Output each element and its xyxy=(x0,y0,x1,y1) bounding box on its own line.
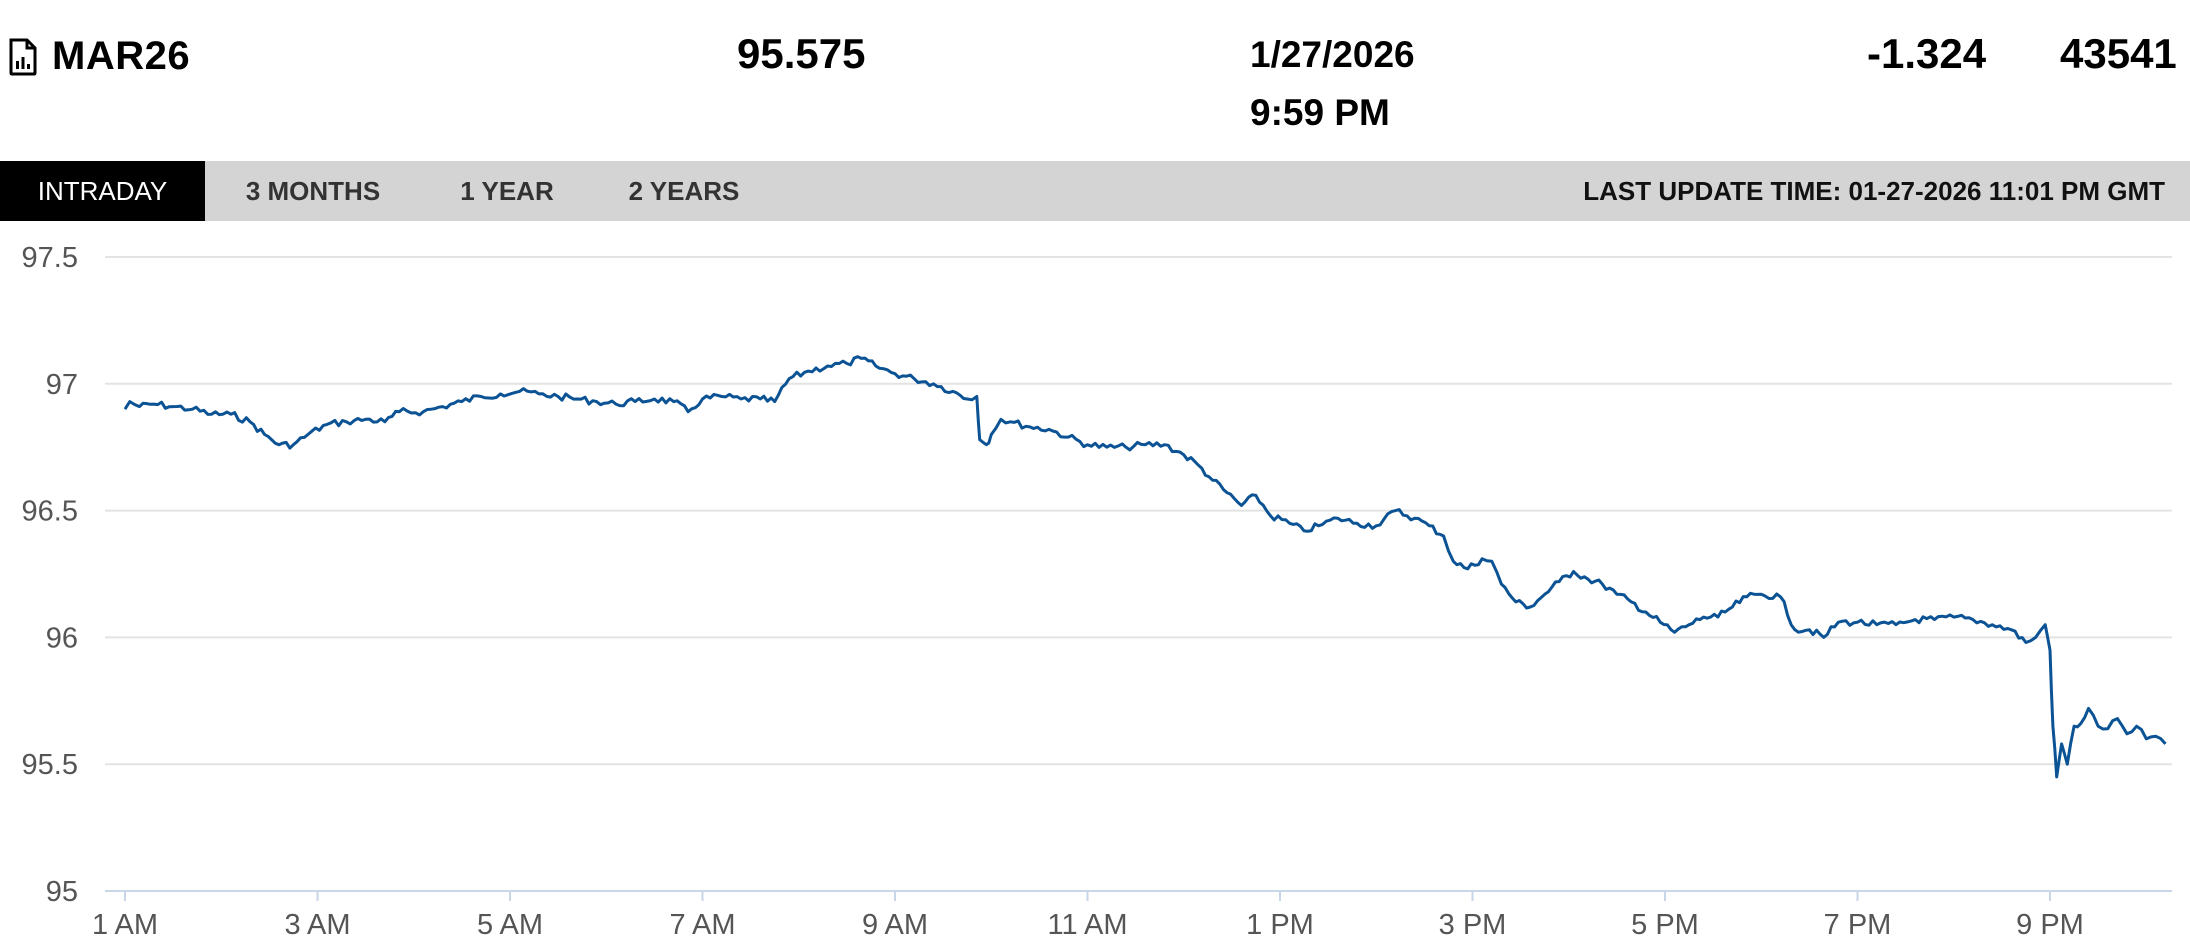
y-tick-label: 96 xyxy=(46,622,78,654)
x-tick-label: 7 PM xyxy=(1824,909,1892,941)
price-series-line xyxy=(123,355,2167,779)
x-tick-label: 5 PM xyxy=(1631,909,1699,941)
y-axis-ticks: 97.5 97 96.5 96 95.5 95 xyxy=(22,242,78,908)
x-tick-label: 5 AM xyxy=(477,909,543,941)
contract-symbol: MAR26 xyxy=(52,34,191,78)
tab-1-year[interactable]: 1 YEAR xyxy=(460,176,554,206)
x-axis-ticks: 1 AM 3 AM 5 AM 7 AM 9 AM 11 AM 1 PM 3 PM 5 PM 7 P… xyxy=(92,891,2084,941)
quote-date: 1/27/2026 xyxy=(1250,34,1415,75)
tab-2-years[interactable]: 2 YEARS xyxy=(628,176,740,206)
y-tick-label: 95.5 xyxy=(22,749,78,781)
x-tick-label: 1 PM xyxy=(1246,909,1314,941)
volume-value: 43541 xyxy=(2060,30,2177,77)
y-tick-label: 97.5 xyxy=(22,242,78,274)
last-price: 95.575 xyxy=(737,30,866,77)
last-update-time: LAST UPDATE TIME: 01-27-2026 11:01 PM GM… xyxy=(1583,176,2165,206)
y-tick-label: 96.5 xyxy=(22,496,78,528)
chart-file-icon[interactable] xyxy=(8,38,38,76)
x-tick-label: 9 PM xyxy=(2016,909,2084,941)
quote-header: MAR26 95.575 1/27/2026 9:59 PM -1.324 43… xyxy=(0,0,2190,160)
x-tick-label: 11 AM xyxy=(1047,909,1127,941)
quote-time: 9:59 PM xyxy=(1250,92,1390,133)
timeframe-tabbar: INTRADAY 3 MONTHS 1 YEAR 2 YEARS LAST UP… xyxy=(0,161,2190,221)
quote-datetime: 1/27/2026 9:59 PM xyxy=(1250,26,1415,142)
x-tick-label: 3 AM xyxy=(284,909,350,941)
ticker-group: MAR26 xyxy=(8,34,190,79)
grid-lines xyxy=(105,256,2172,766)
x-tick-label: 9 AM xyxy=(862,909,928,941)
y-tick-label: 97 xyxy=(46,369,78,401)
x-tick-label: 3 PM xyxy=(1439,909,1507,941)
y-tick-label: 95 xyxy=(46,876,78,908)
series-layer xyxy=(123,355,2167,779)
x-tick-label: 1 AM xyxy=(92,909,158,941)
tab-intraday[interactable]: INTRADAY xyxy=(0,161,205,221)
x-tick-label: 7 AM xyxy=(669,909,735,941)
tab-3-months[interactable]: 3 MONTHS xyxy=(245,176,381,206)
price-change: -1.324 xyxy=(1867,30,1987,77)
